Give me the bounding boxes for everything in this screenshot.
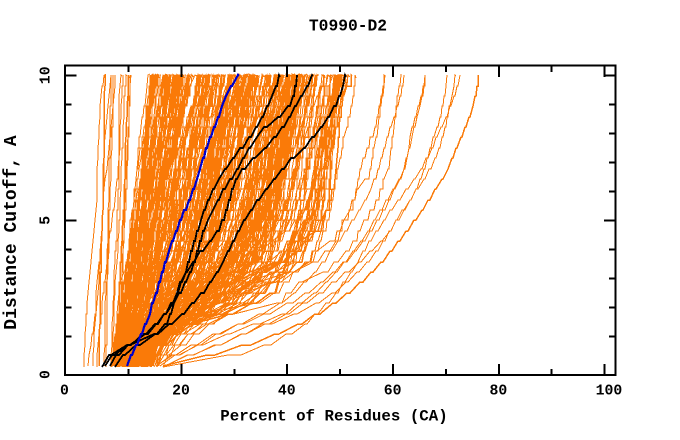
svg-text:T0990-D2: T0990-D2: [309, 17, 387, 36]
svg-text:5: 5: [39, 216, 55, 225]
svg-text:Percent of Residues (CA): Percent of Residues (CA): [220, 408, 448, 426]
svg-text:Distance Cutoff, A: Distance Cutoff, A: [2, 135, 22, 330]
svg-text:0: 0: [60, 384, 69, 400]
svg-text:60: 60: [384, 384, 402, 400]
svg-text:80: 80: [490, 384, 508, 400]
svg-text:20: 20: [172, 384, 190, 400]
svg-text:100: 100: [596, 384, 623, 400]
svg-text:40: 40: [278, 384, 296, 400]
svg-text:0: 0: [39, 370, 55, 379]
svg-text:10: 10: [39, 66, 55, 84]
